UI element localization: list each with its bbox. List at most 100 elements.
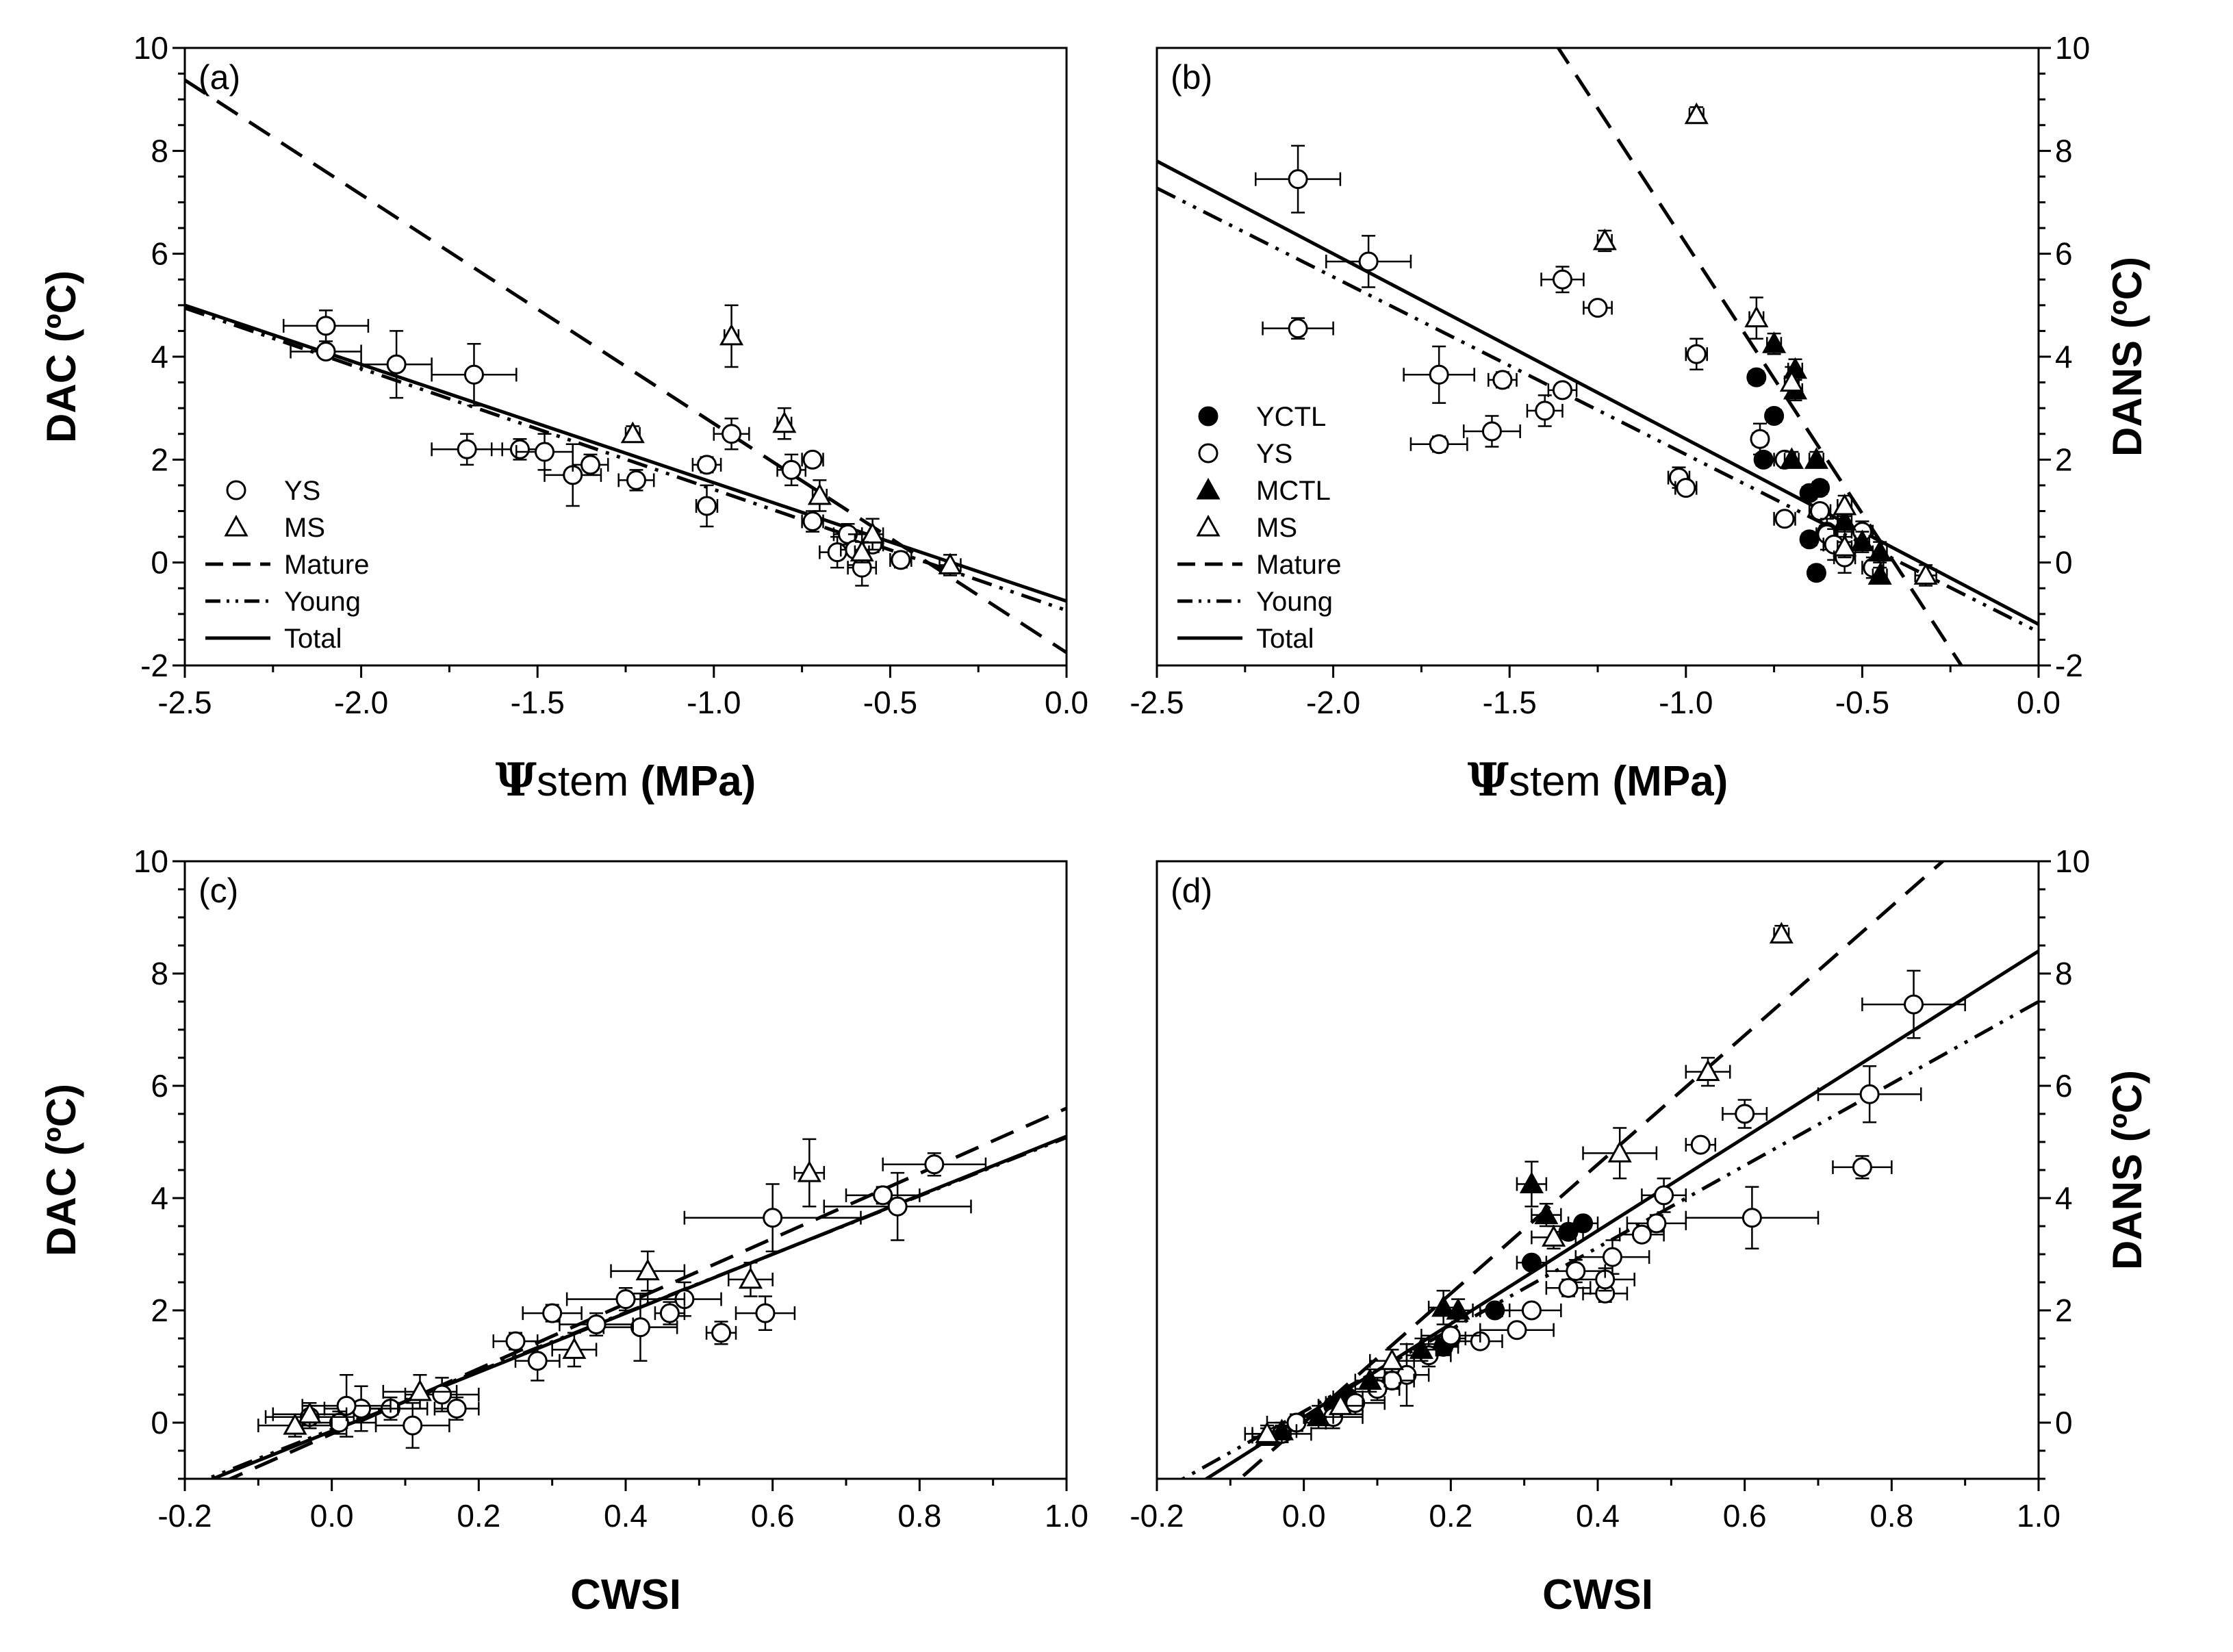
legend-label: MS <box>1256 513 1297 543</box>
data-point-ms <box>1769 922 1794 944</box>
data-point-ys <box>1750 429 1770 449</box>
legend-label: Mature <box>1256 550 1342 580</box>
data-point-ys <box>505 1331 526 1351</box>
data-point-ys <box>1481 421 1502 442</box>
data-point-mctl <box>1850 529 1874 552</box>
psi-symbol: Ψ <box>1468 753 1509 806</box>
series-ys <box>1255 144 1885 579</box>
x-tick-label: -1.5 <box>1483 685 1537 720</box>
series-ms <box>257 1138 826 1438</box>
data-point-ms <box>1684 102 1709 125</box>
data-point-ys <box>1654 1185 1674 1206</box>
data-point-ys <box>432 1384 452 1405</box>
data-point-yctl <box>1485 1300 1505 1321</box>
data-point-ys <box>1690 1134 1711 1155</box>
legend-marker-mctl <box>1196 477 1221 500</box>
legend-label: YCTL <box>1256 402 1326 432</box>
legend-label: Young <box>1256 587 1333 617</box>
data-point-ms <box>1592 228 1617 251</box>
legend-label: Total <box>284 624 342 654</box>
data-point-ys <box>1810 501 1830 521</box>
x-tick-label: -1.0 <box>687 685 741 720</box>
legend-label: Total <box>1256 624 1314 654</box>
data-point-mctl <box>1762 331 1787 353</box>
x-tick-label: 0.4 <box>1576 1498 1620 1534</box>
data-point-ys <box>386 354 407 374</box>
data-point-ys <box>626 470 646 490</box>
data-point-ys <box>580 455 600 475</box>
data-point-ms <box>1255 1421 1279 1443</box>
data-point-ms <box>1542 1225 1566 1247</box>
x-tick-label: -0.2 <box>157 1498 212 1534</box>
x-tick-label: 1.0 <box>1045 1498 1088 1534</box>
data-point-ys <box>446 1399 467 1419</box>
data-point-ms <box>620 421 645 444</box>
panel-a: -2.5 -2.0 -1.5 -1.0 -0.5 0.0 -2 0 2 4 6 8 10 DAC (ºC)… <box>38 30 1088 806</box>
data-point-ys <box>1288 169 1308 190</box>
y-tick-label: 8 <box>151 133 168 168</box>
x-tick-label: 0.2 <box>457 1498 500 1534</box>
data-point-ys <box>586 1314 607 1334</box>
data-point-ys <box>630 1317 650 1338</box>
data-point-ys <box>1492 370 1513 390</box>
data-point-ys <box>1566 1261 1586 1282</box>
data-point-ys <box>1552 269 1572 290</box>
data-point-yctl <box>1799 529 1820 550</box>
data-point-ys <box>763 1208 783 1228</box>
y-tick-label: 8 <box>2055 956 2073 991</box>
y-axis-label: DAC (ºC) <box>38 270 84 443</box>
data-point-ms <box>1696 1059 1720 1081</box>
series-ys <box>264 1152 987 1449</box>
x-tick-label: 0.0 <box>310 1498 354 1534</box>
data-point-ms <box>938 552 962 574</box>
fit-line-young <box>1157 186 2039 634</box>
x-axis-label: Ψstem (MPa) <box>1468 753 1728 806</box>
y-tick-label: -2 <box>2055 648 2083 683</box>
legend-marker-ms <box>224 514 248 537</box>
data-point-ys <box>802 511 823 532</box>
y-tick-label: 10 <box>133 30 168 66</box>
data-point-ms <box>719 323 744 346</box>
data-point-ys <box>802 449 823 470</box>
data-point-ms <box>407 1379 433 1401</box>
data-point-ms <box>635 1258 660 1281</box>
data-point-yctl <box>1558 1221 1579 1242</box>
x-tick-label: -0.5 <box>863 685 917 720</box>
panel-label: (d) <box>1171 872 1212 910</box>
series-ms <box>1592 102 1938 587</box>
y-tick-label: 6 <box>2055 236 2073 272</box>
y-tick-label: 10 <box>2055 843 2090 879</box>
y-tick-label: 4 <box>151 1180 168 1216</box>
data-point-yctl <box>1806 563 1826 583</box>
y-tick-label: 2 <box>2055 1293 2073 1328</box>
data-point-mctl <box>1804 447 1828 469</box>
data-point-mctl <box>1833 509 1857 531</box>
y-tick-label: 10 <box>133 843 168 879</box>
data-point-ys <box>1774 509 1795 529</box>
y-tick-label: -2 <box>140 648 168 683</box>
data-point-ys <box>711 1323 732 1343</box>
data-point-ys <box>1288 318 1308 339</box>
data-point-ys <box>887 1196 908 1217</box>
legend-label: MS <box>284 513 325 543</box>
x-axis-label-text: stem <box>1509 758 1600 805</box>
data-point-ms <box>1607 1141 1632 1162</box>
series-ms <box>1244 922 1794 1443</box>
data-point-ys <box>1358 251 1379 272</box>
x-tick-label: 0.0 <box>1045 685 1088 720</box>
data-point-ys <box>1587 298 1608 318</box>
legend-marker-yctl <box>1198 406 1218 427</box>
data-point-ys <box>696 496 717 516</box>
data-point-ys <box>1602 1247 1622 1267</box>
data-point-ms <box>283 1413 307 1435</box>
data-point-ys <box>781 459 802 480</box>
data-point-ys <box>1535 401 1555 421</box>
data-point-ys <box>1440 1325 1461 1346</box>
data-point-ys <box>1741 1208 1762 1228</box>
panel-b: -2.5 -2.0 -1.5 -1.0 -0.5 0.0-2 0 2 4 6 8 10 DANS (ºC… <box>1130 30 2150 806</box>
panel-d: -0.2 0.0 0.2 0.4 0.6 0.8 1.0 0 2 4 6 8 10 DANS (ºC) CW… <box>1130 843 2150 1618</box>
data-point-ms <box>772 411 797 433</box>
y-tick-label: 2 <box>2055 442 2073 477</box>
data-point-mctl <box>1534 1202 1559 1225</box>
